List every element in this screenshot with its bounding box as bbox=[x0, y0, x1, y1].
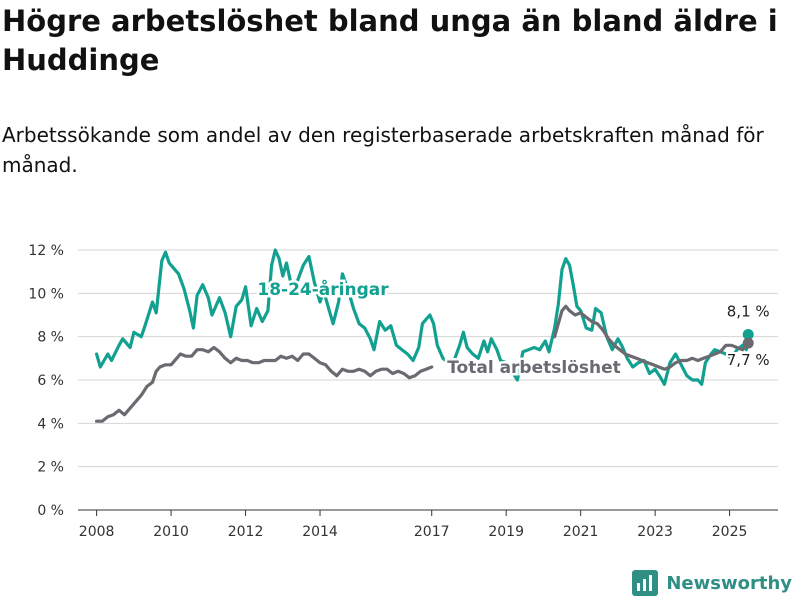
x-tick-label: 2010 bbox=[153, 524, 189, 540]
chart-subtitle: Arbetssökande som andel av den registerb… bbox=[2, 123, 764, 177]
chart-title: Högre arbetslöshet bland unga än bland ä… bbox=[2, 4, 778, 77]
series-end-label: 7,7 % bbox=[727, 351, 770, 369]
brand-logo: Newsworthy bbox=[632, 570, 792, 596]
x-tick-label: 2008 bbox=[79, 524, 115, 540]
series-end-label: 8,1 % bbox=[727, 303, 770, 321]
series-line bbox=[553, 304, 750, 371]
y-tick-label: 8 % bbox=[37, 330, 64, 346]
x-tick-label: 2021 bbox=[563, 524, 599, 540]
line-chart: 0 % 2 % 4 % 6 % 8 % 10 % 12 % 2008 2010 2012 2014 2… bbox=[28, 243, 778, 540]
y-tick-label: 10 % bbox=[28, 286, 64, 302]
x-tick-label: 2014 bbox=[302, 524, 338, 540]
x-tick-label: 2019 bbox=[488, 524, 524, 540]
y-tick-label: 4 % bbox=[37, 416, 64, 432]
y-tick-label: 6 % bbox=[37, 373, 64, 389]
brand-name: Newsworthy bbox=[666, 572, 792, 594]
series-line bbox=[95, 248, 750, 386]
x-tick-label: 2017 bbox=[414, 524, 450, 540]
series-label-total: Total arbetslöshet bbox=[447, 358, 621, 378]
series-end-point bbox=[742, 337, 754, 349]
y-tick-label: 2 % bbox=[37, 460, 64, 476]
newsworthy-logo-icon bbox=[632, 570, 659, 596]
x-tick-label: 2023 bbox=[637, 524, 673, 540]
series-label-youth: 18-24-åringar bbox=[257, 278, 389, 300]
x-tick-label: 2025 bbox=[712, 524, 748, 540]
y-tick-label: 12 % bbox=[28, 243, 64, 259]
series-end-point bbox=[742, 329, 754, 340]
x-tick-label: 2012 bbox=[228, 524, 264, 540]
y-tick-label: 0 % bbox=[37, 503, 64, 519]
series-line bbox=[95, 345, 434, 423]
